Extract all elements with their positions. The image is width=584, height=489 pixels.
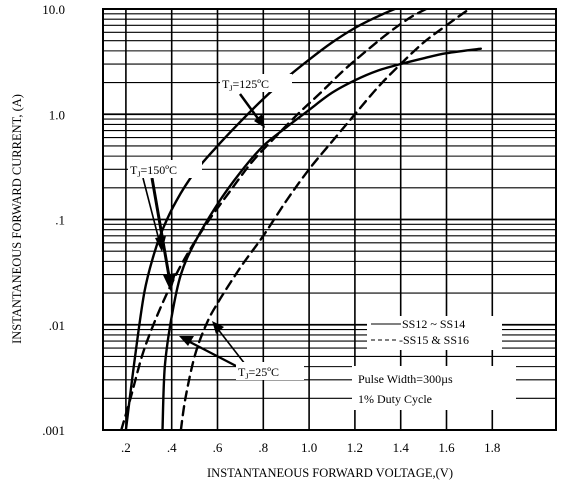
annotation-arrow-25-a (185, 339, 241, 369)
y-tick-labels: .001 .01 .1 1.0 10.0 (42, 2, 65, 438)
x-tick-label: .6 (213, 440, 223, 455)
y-tick-label: .1 (55, 213, 65, 228)
x-tick-labels: .2 .4 .6 .8 1.0 1.2 1.4 1.6 1.8 (121, 440, 500, 455)
series-layer (120, 9, 482, 430)
series-line-dashed-3 (179, 9, 472, 430)
arrowhead-icon (163, 273, 176, 292)
x-tick-label: 1.6 (438, 440, 455, 455)
legend-entry-dashed: -SS15 & SS16 (399, 333, 469, 347)
note-pulse-width: Pulse Width=300µs (358, 372, 453, 386)
annotation-arrow-150-b (142, 177, 161, 245)
plot-frame (102, 8, 557, 431)
test-conditions-note: Pulse Width=300µs 1% Duty Cycle (352, 366, 516, 410)
y-tick-label: .01 (49, 318, 65, 333)
annotation-bg (220, 74, 292, 92)
y-tick-label: 1.0 (49, 107, 65, 122)
y-tick-label: 10.0 (42, 2, 65, 17)
series-line-solid-0 (124, 9, 399, 430)
annotation-arrow-150-a (150, 177, 172, 283)
annotation-tj-125: TJ=125ºC (220, 74, 292, 128)
legend-entry-solid: SS12 ~ SS14 (402, 317, 465, 331)
x-tick-label: 1.8 (484, 440, 500, 455)
svg-text:TJ=125ºC: TJ=125ºC (222, 77, 269, 93)
annotation-arrow-25-b (216, 327, 246, 365)
series-line-dashed-2 (120, 9, 429, 430)
y-axis-title: INSTANTANEOUS FORWARD CURRENT, (A) (10, 94, 24, 344)
svg-text:TJ=150ºC: TJ=150ºC (130, 163, 177, 179)
x-tick-label: 1.0 (301, 440, 317, 455)
annotation-bg (128, 160, 202, 178)
arrowhead-icon (179, 336, 194, 346)
annotation-tj-150: TJ=150ºC (128, 160, 202, 292)
x-axis-title: INSTANTANEOUS FORWARD VOLTAGE,(V) (207, 466, 453, 480)
annotation-bg (236, 362, 304, 380)
arrowhead-icon (212, 321, 224, 334)
note-duty-cycle: 1% Duty Cycle (358, 392, 432, 406)
x-tick-label: .4 (167, 440, 177, 455)
note-bg (352, 366, 516, 410)
arrowhead-icon (254, 114, 265, 128)
y-tick-label: .001 (42, 423, 65, 438)
x-tick-label: 1.4 (393, 440, 410, 455)
x-tick-label: .8 (258, 440, 268, 455)
x-tick-label: 1.2 (347, 440, 363, 455)
legend: SS12 ~ SS14 -SS15 & SS16 (367, 316, 502, 350)
arrowhead-icon (155, 236, 166, 252)
x-tick-label: .2 (121, 440, 131, 455)
annotation-tj-25: TJ=25ºC (179, 321, 304, 381)
svg-text:TJ=25ºC: TJ=25ºC (238, 365, 279, 381)
legend-bg (367, 316, 502, 350)
